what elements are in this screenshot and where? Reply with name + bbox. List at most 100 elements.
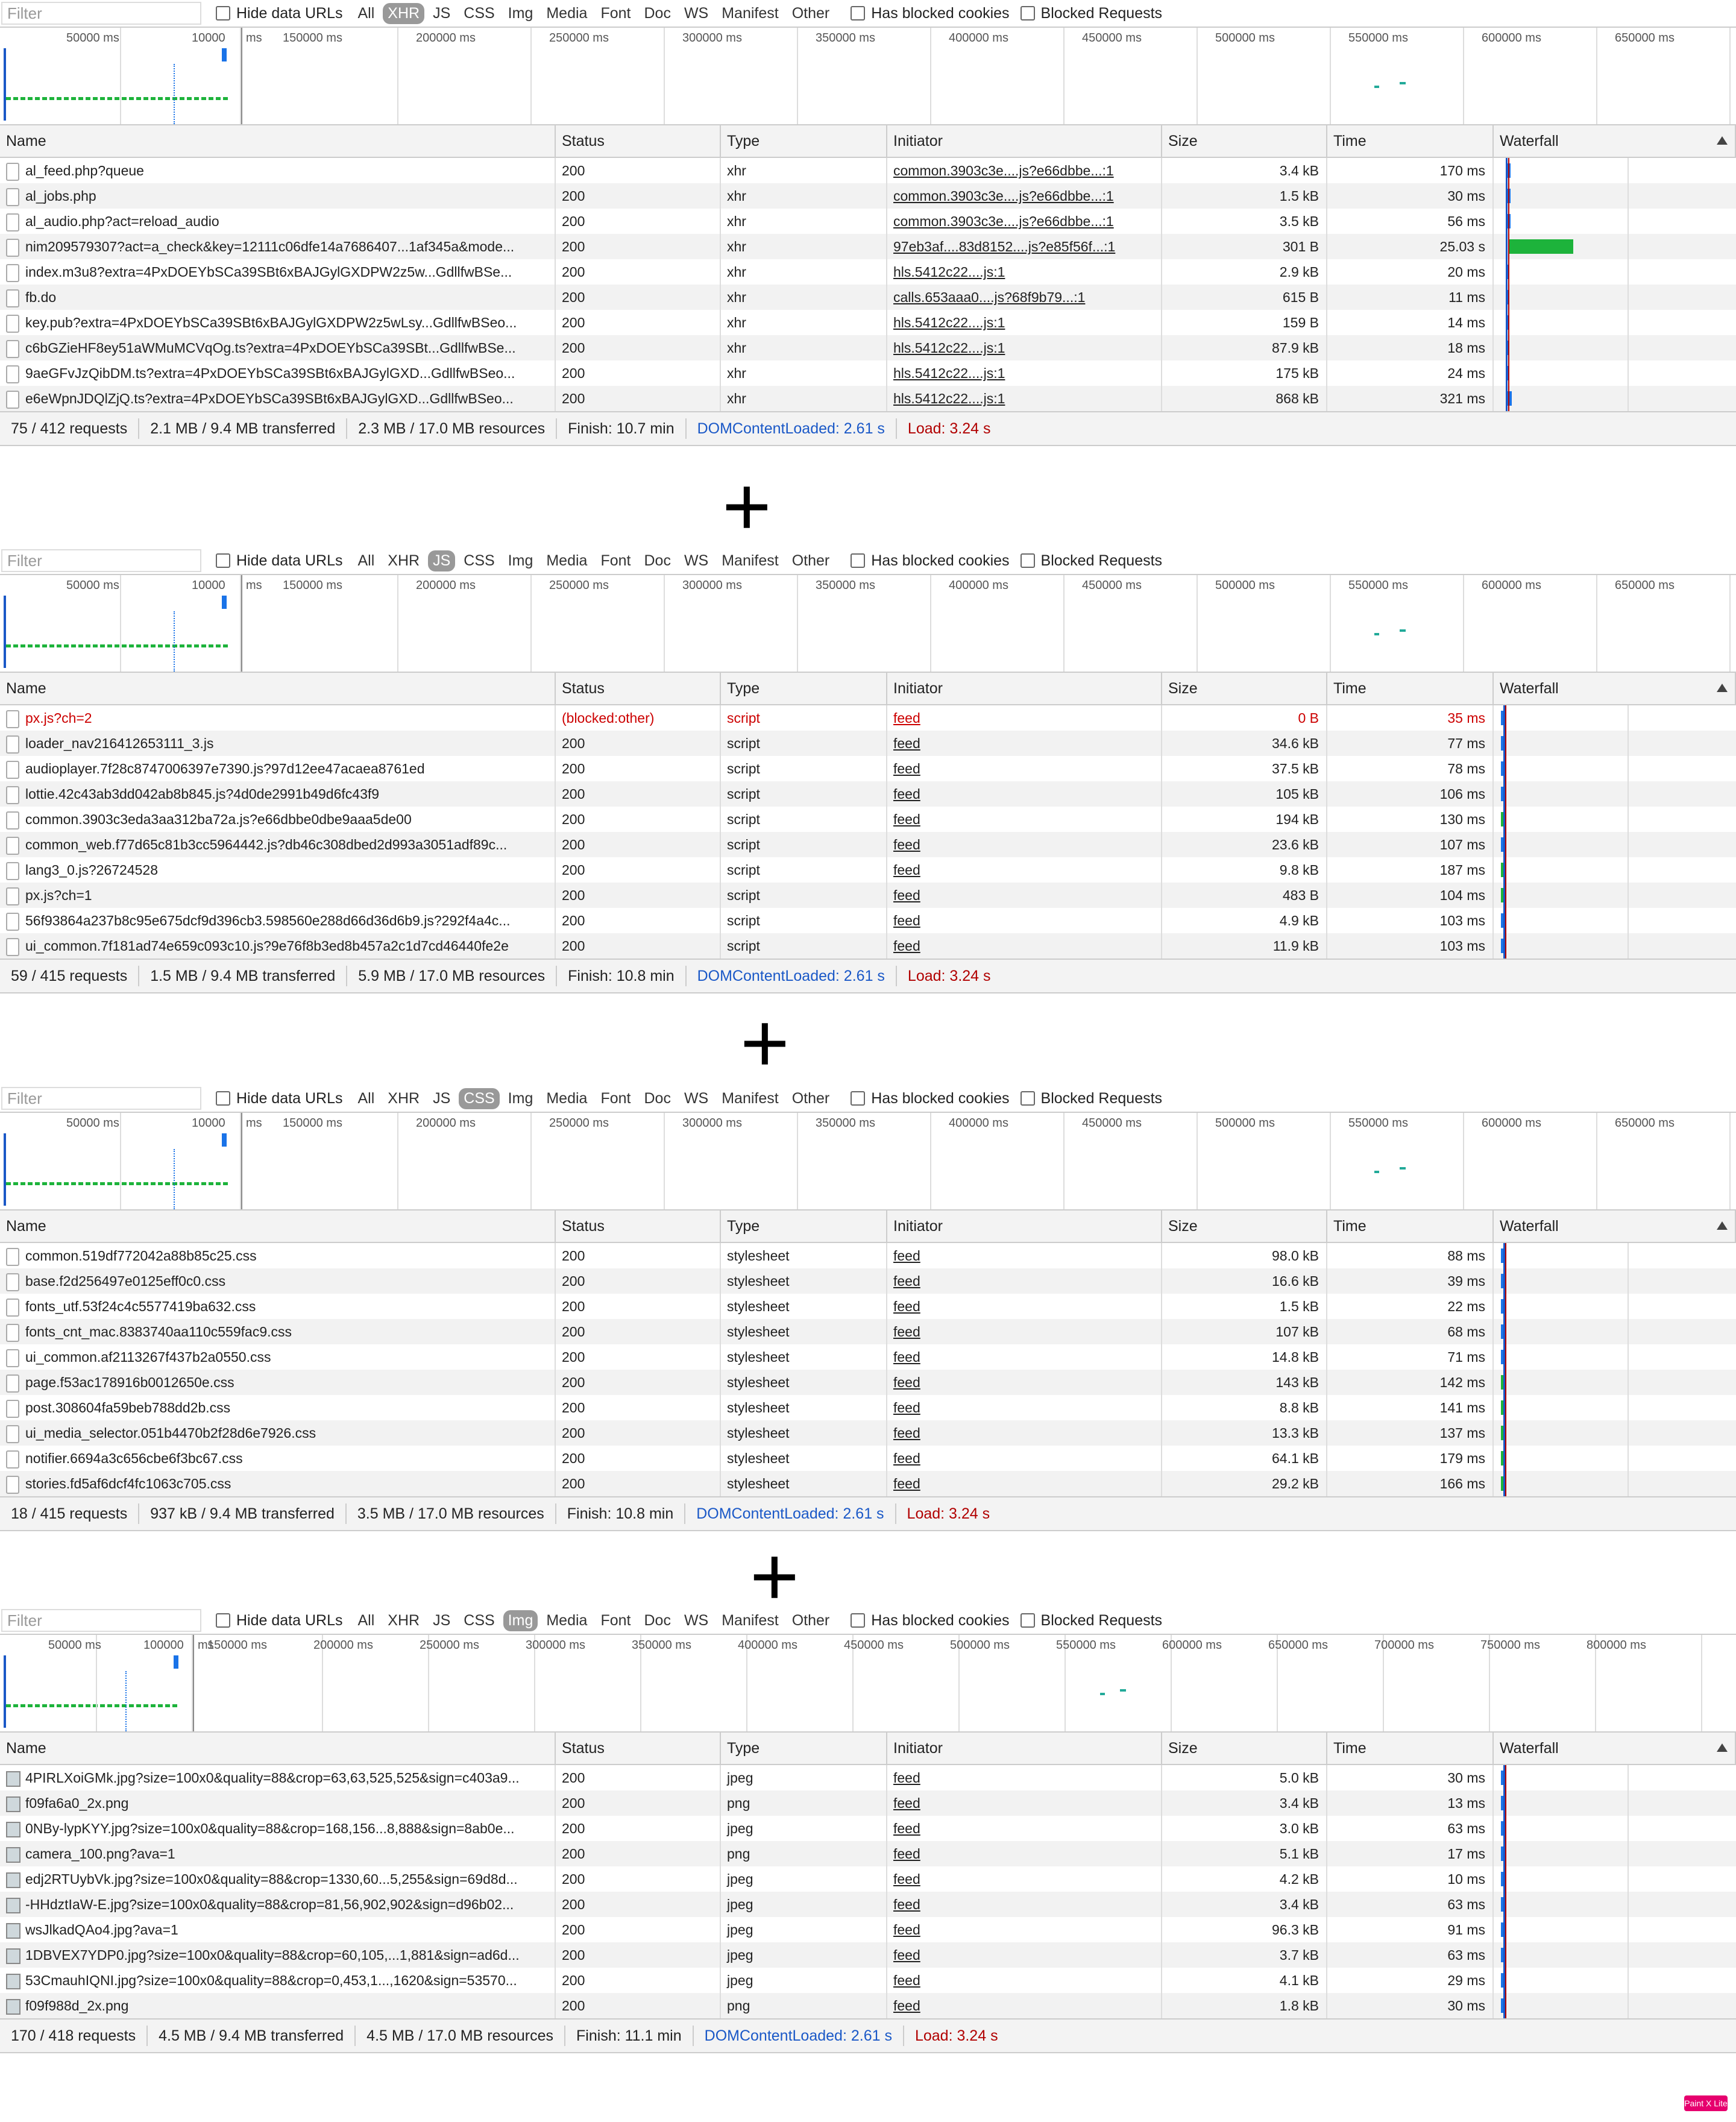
request-name-cell[interactable]: edj2RTUybVk.jpg?size=100x0&quality=88&cr… (0, 1866, 556, 1892)
column-header-time[interactable]: Time (1327, 1733, 1494, 1764)
type-filter-js[interactable]: JS (433, 4, 451, 22)
type-filter-manifest[interactable]: Manifest (722, 1089, 779, 1107)
request-name-cell[interactable]: 9aeGFvJzQibDM.ts?extra=4PxDOEYbSCa39SBt6… (0, 360, 556, 386)
request-name-cell[interactable]: al_feed.php?queue (0, 158, 556, 183)
type-filter-media[interactable]: Media (546, 4, 588, 22)
type-filter-media[interactable]: Media (546, 1089, 588, 1107)
type-filter-doc[interactable]: Doc (644, 4, 671, 22)
type-filter-font[interactable]: Font (600, 552, 631, 569)
request-initiator-link[interactable]: feed (893, 1273, 920, 1289)
request-row[interactable]: wsJlkadQAo4.jpg?ava=1 200 jpeg feed 96.3 kB 9… (0, 1917, 1736, 1942)
request-row[interactable]: 53CmauhIQNI.jpg?size=100x0&quality=88&cr… (0, 1968, 1736, 1993)
request-initiator-link[interactable]: feed (893, 1998, 920, 2013)
type-filter-img[interactable]: Img (503, 1610, 538, 1631)
sort-ascending-icon[interactable] (1717, 1743, 1728, 1752)
type-filter-manifest[interactable]: Manifest (722, 4, 779, 22)
request-row[interactable]: common_web.f77d65c81b3cc5964442.js?db46c… (0, 832, 1736, 857)
request-row[interactable]: ui_common.7f181ad74e659c093c10.js?9e76f8… (0, 933, 1736, 959)
request-name-cell[interactable]: 56f93864a237b8c95e675dcf9d396cb3.598560e… (0, 908, 556, 933)
filter-input[interactable]: Filter (1, 1087, 201, 1110)
type-filter-font[interactable]: Font (600, 1611, 631, 1629)
has-blocked-cookies-checkbox[interactable] (851, 1091, 866, 1106)
request-initiator-link[interactable]: feed (893, 1425, 920, 1441)
type-filter-ws[interactable]: WS (684, 1611, 709, 1629)
has-blocked-cookies-checkbox[interactable] (851, 553, 866, 568)
column-header-size[interactable]: Size (1162, 1211, 1327, 1242)
request-row[interactable]: nim209579307?act=a_check&key=12111c06dfe… (0, 234, 1736, 259)
column-header-time[interactable]: Time (1327, 1211, 1494, 1242)
request-initiator-link[interactable]: feed (893, 1374, 920, 1390)
request-row[interactable]: f09f988d_2x.png 200 png feed 1.8 kB 30 ms (0, 1993, 1736, 2018)
column-header-status[interactable]: Status (556, 1211, 721, 1242)
request-name-cell[interactable]: al_audio.php?act=reload_audio (0, 209, 556, 234)
column-header-status[interactable]: Status (556, 673, 721, 704)
request-initiator-link[interactable]: feed (893, 1846, 920, 1862)
type-filter-img[interactable]: Img (508, 4, 533, 22)
overview-selection[interactable] (0, 1635, 194, 1731)
column-header-name[interactable]: Name (0, 1211, 556, 1242)
request-row[interactable]: ui_media_selector.051b4470b2f28d6e7926.c… (0, 1420, 1736, 1446)
type-filter-manifest[interactable]: Manifest (722, 552, 779, 569)
request-initiator-link[interactable]: feed (893, 1871, 920, 1887)
request-row[interactable]: ui_common.af2113267f437b2a0550.css 200 sty… (0, 1344, 1736, 1370)
request-initiator-link[interactable]: feed (893, 913, 920, 928)
request-initiator-link[interactable]: feed (893, 710, 920, 726)
request-row[interactable]: 1DBVEX7YDP0.jpg?size=100x0&quality=88&cr… (0, 1942, 1736, 1968)
request-initiator-link[interactable]: feed (893, 811, 920, 827)
request-name-cell[interactable]: loader_nav216412653111_3.js (0, 731, 556, 756)
request-initiator-link[interactable]: feed (893, 1299, 920, 1314)
filter-input[interactable]: Filter (1, 1609, 201, 1632)
type-filter-xhr[interactable]: XHR (388, 552, 420, 569)
type-filter-doc[interactable]: Doc (644, 552, 671, 569)
request-initiator-link[interactable]: feed (893, 1400, 920, 1415)
request-name-cell[interactable]: ui_media_selector.051b4470b2f28d6e7926.c… (0, 1420, 556, 1446)
request-row[interactable]: al_feed.php?queue 200 xhr common.3903c3e...… (0, 158, 1736, 183)
request-initiator-link[interactable]: feed (893, 1972, 920, 1988)
type-filter-ws[interactable]: WS (684, 552, 709, 569)
request-initiator-link[interactable]: feed (893, 887, 920, 903)
overview-selection[interactable] (0, 1113, 242, 1209)
request-initiator-link[interactable]: feed (893, 1897, 920, 1912)
type-filter-css[interactable]: CSS (459, 1088, 500, 1109)
request-initiator-link[interactable]: 97eb3af....83d8152....js?e85f56f...:1 (893, 239, 1116, 254)
request-row[interactable]: px.js?ch=1 200 script feed 483 B 104 ms (0, 883, 1736, 908)
request-name-cell[interactable]: key.pub?extra=4PxDOEYbSCa39SBt6xBAJGylGX… (0, 310, 556, 335)
blocked-requests-checkbox[interactable] (1020, 1091, 1035, 1106)
has-blocked-cookies-checkbox[interactable] (851, 1613, 866, 1628)
filter-input[interactable]: Filter (1, 2, 201, 25)
request-name-cell[interactable]: wsJlkadQAo4.jpg?ava=1 (0, 1917, 556, 1942)
column-header-init[interactable]: Initiator (887, 1733, 1162, 1764)
request-name-cell[interactable]: page.f53ac178916b0012650e.css (0, 1370, 556, 1395)
column-header-wf[interactable]: Waterfall (1494, 673, 1736, 704)
request-initiator-link[interactable]: feed (893, 1795, 920, 1811)
type-filter-font[interactable]: Font (600, 4, 631, 22)
type-filter-js[interactable]: JS (433, 1611, 451, 1629)
column-header-wf[interactable]: Waterfall (1494, 1733, 1736, 1764)
column-header-status[interactable]: Status (556, 1733, 721, 1764)
request-row[interactable]: edj2RTUybVk.jpg?size=100x0&quality=88&cr… (0, 1866, 1736, 1892)
type-filter-other[interactable]: Other (791, 1089, 830, 1107)
request-name-cell[interactable]: base.f2d256497e0125eff0c0.css (0, 1268, 556, 1294)
hide-data-urls-checkbox[interactable] (216, 553, 230, 568)
request-name-cell[interactable]: stories.fd5af6dcf4fc1063c705.css (0, 1471, 556, 1496)
type-filter-ws[interactable]: WS (684, 1089, 709, 1107)
type-filter-manifest[interactable]: Manifest (722, 1611, 779, 1629)
request-initiator-link[interactable]: common.3903c3e....js?e66dbbe...:1 (893, 188, 1114, 204)
hide-data-urls-checkbox[interactable] (216, 1613, 230, 1628)
column-header-wf[interactable]: Waterfall (1494, 125, 1736, 157)
timeline-overview[interactable]: 50000 ms 10000 ms 150000 ms 200000 ms 250000 … (0, 1113, 1736, 1211)
request-row[interactable]: al_audio.php?act=reload_audio 200 xhr commo… (0, 209, 1736, 234)
type-filter-css[interactable]: CSS (464, 552, 495, 569)
type-filter-js[interactable]: JS (428, 550, 456, 571)
request-initiator-link[interactable]: feed (893, 837, 920, 852)
request-initiator-link[interactable]: feed (893, 1324, 920, 1340)
type-filter-ws[interactable]: WS (684, 4, 709, 22)
request-row[interactable]: lottie.42c43ab3dd042ab8b845.js?4d0de2991… (0, 781, 1736, 807)
column-header-name[interactable]: Name (0, 125, 556, 157)
request-row[interactable]: fonts_utf.53f24c4c5577419ba632.css 200 sty… (0, 1294, 1736, 1319)
sort-ascending-icon[interactable] (1717, 1221, 1728, 1230)
request-name-cell[interactable]: ui_common.7f181ad74e659c093c10.js?9e76f8… (0, 933, 556, 959)
request-row[interactable]: lang3_0.js?26724528 200 script feed 9.8 kB 18… (0, 857, 1736, 883)
timeline-overview[interactable]: 50000 ms 10000 ms 150000 ms 200000 ms 250000 … (0, 28, 1736, 125)
request-initiator-link[interactable]: hls.5412c22....js:1 (893, 264, 1005, 280)
